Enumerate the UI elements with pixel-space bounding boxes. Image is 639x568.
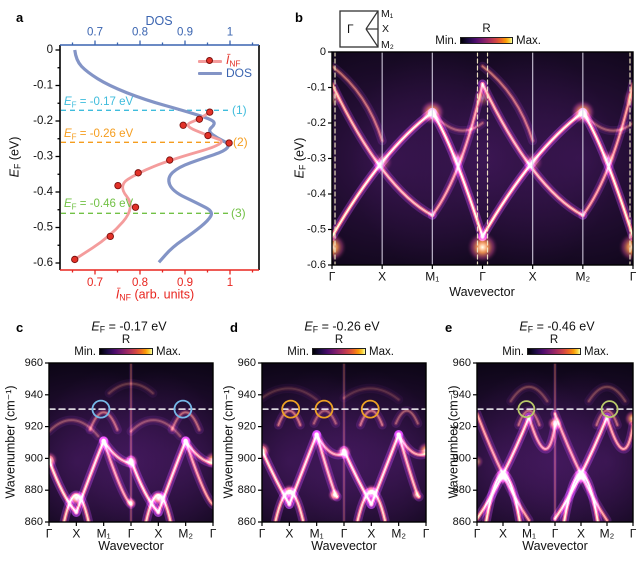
panel-e-y-axis-title: Wavenumber (cm⁻¹)	[446, 385, 461, 499]
colorbar-gradient	[460, 37, 513, 44]
panel-c-x-axis-title: Wavevector	[98, 539, 164, 553]
panel-letter-a: a	[16, 10, 24, 25]
colorbar-max-label: Max.	[369, 346, 394, 358]
ef3-tag: (3)	[231, 206, 246, 220]
inf-line-sample	[198, 55, 222, 67]
ef-symbol: E	[7, 169, 22, 178]
ef1-symbol: E	[64, 96, 72, 108]
ef-units: (eV)	[7, 136, 22, 164]
ef1-sub: F	[71, 100, 77, 110]
bz-line-m1	[365, 10, 379, 30]
panel-d-title: EF = -0.26 eV	[304, 319, 380, 335]
panel-e-x-axis-title: Wavevector	[522, 539, 588, 553]
panel-a-bottom-axis-title: ĪNF (arb. units)	[116, 287, 194, 302]
colorbar-min-label: Min.	[74, 346, 96, 358]
dos-line-sample	[198, 67, 222, 79]
panel-b-colorbar: R Min. Max.	[435, 23, 541, 47]
b-ef-units: (eV)	[292, 137, 307, 165]
panel-c-title: EF = -0.17 eV	[91, 319, 167, 335]
panel-b-heatmap-canvas	[290, 0, 639, 310]
colorbar-max-label: Max.	[516, 35, 541, 47]
colorbar-min-label: Min.	[287, 346, 309, 358]
colorbar-max-label: Max.	[156, 346, 181, 358]
inf-units: (arb. units)	[130, 287, 195, 302]
ef2-annotation: EF = -0.26 eV	[64, 128, 133, 141]
legend-item-dos: DOS	[198, 66, 253, 80]
ef-subscript: F	[12, 163, 23, 170]
colorbar-gradient	[527, 348, 581, 355]
ef2-value: = -0.26 eV	[76, 128, 134, 140]
colorbar-title: R	[334, 334, 344, 346]
bz-gamma-label: Γ	[347, 22, 354, 36]
ef1-value: = -0.17 eV	[76, 96, 134, 108]
inf-marker-icon	[206, 57, 213, 64]
colorbar-min-label: Min.	[435, 35, 457, 47]
panel-a-y-axis-title: EF (eV)	[7, 137, 22, 178]
panel-letter-d: d	[230, 320, 238, 335]
legend-item-inf: ĪNF	[198, 53, 241, 69]
bz-line-m2	[365, 28, 379, 48]
inf-subscript: NF	[119, 292, 131, 303]
colorbar-title: R	[121, 334, 131, 346]
colorbar-title: R	[482, 23, 491, 35]
panel-c-colorbar: R Min. Max.	[74, 334, 181, 358]
panel-a-top-axis-title: DOS	[145, 14, 173, 28]
bz-m2-label: M₂	[381, 39, 394, 51]
ef1-tag: (1)	[232, 103, 247, 117]
ef2-sub: F	[71, 132, 77, 142]
ef3-value: = -0.46 eV	[76, 198, 134, 210]
legend-dos-label: DOS	[226, 66, 253, 80]
ef3-symbol: E	[64, 198, 72, 210]
ef2-symbol: E	[64, 128, 72, 140]
panel-letter-e: e	[445, 320, 453, 335]
inf-symbol: Ī	[115, 287, 120, 302]
legend-inf-label: ĪNF	[226, 53, 241, 69]
ef2-tag: (2)	[233, 135, 248, 149]
brillouin-zone-inset	[339, 10, 379, 48]
ef1-annotation: EF = -0.17 eV	[64, 96, 133, 109]
colorbar-gradient	[312, 348, 366, 355]
colorbar-max-label: Max.	[584, 346, 609, 358]
panel-a-chart-canvas	[0, 0, 290, 310]
ef3-sub: F	[71, 202, 77, 212]
panel-d-y-axis-title: Wavenumber (cm⁻¹)	[221, 385, 236, 499]
b-ef-symbol: E	[292, 170, 307, 179]
panel-e-title: EF = -0.46 eV	[519, 319, 595, 335]
dos-line-icon	[198, 71, 222, 75]
bz-x-label: X	[382, 23, 390, 35]
colorbar-gradient	[99, 348, 153, 355]
panel-c-y-axis-title: Wavenumber (cm⁻¹)	[3, 385, 18, 499]
panel-e-colorbar: R Min. Max.	[502, 334, 609, 358]
colorbar-min-label: Min.	[502, 346, 524, 358]
bz-m1-label: M₁	[381, 8, 394, 20]
panel-b-x-axis-title: Wavevector	[449, 285, 515, 299]
colorbar-title: R	[549, 334, 559, 346]
panel-letter-c: c	[16, 320, 24, 335]
panel-b-y-axis-title: EF (eV)	[292, 138, 307, 179]
panel-letter-b: b	[295, 10, 303, 25]
b-ef-subscript: F	[297, 164, 308, 171]
panel-d-x-axis-title: Wavevector	[311, 539, 377, 553]
ef3-annotation: EF = -0.46 eV	[64, 198, 133, 211]
panel-d-colorbar: R Min. Max.	[287, 334, 394, 358]
